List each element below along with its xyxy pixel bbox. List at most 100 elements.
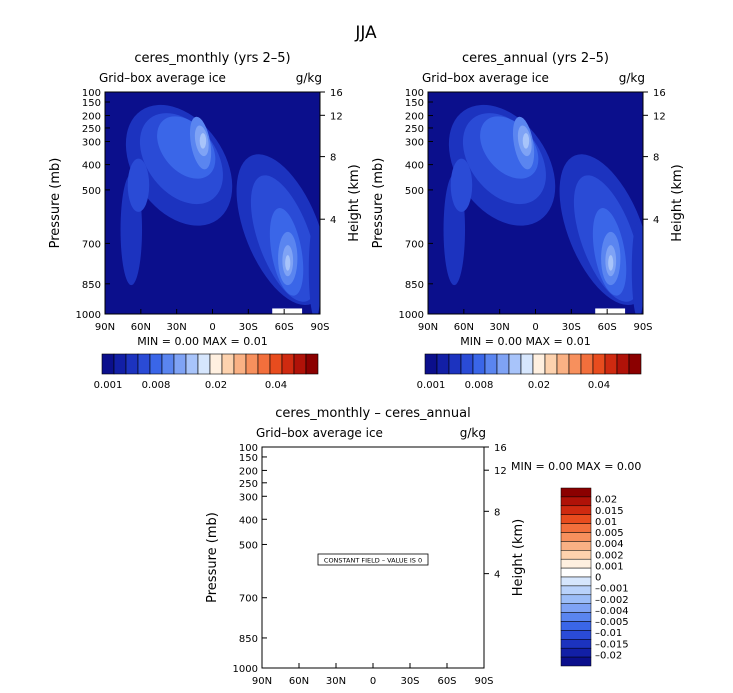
left-string: Grid–box average ice (256, 426, 383, 440)
y-tick-label: 300 (82, 138, 101, 149)
y-tick-label: 150 (405, 98, 424, 109)
panel-ceres-annual: ceres_annual (yrs 2–5) Grid–box average i… (371, 51, 685, 391)
min-max-text: MIN = 0.00 MAX = 0.01 (460, 335, 590, 348)
right-string: g/kg (460, 426, 486, 440)
colorbar-label: –0.001 (595, 584, 629, 595)
y-right-tick-label: 8 (653, 153, 659, 164)
y-tick-label: 500 (82, 186, 101, 197)
colorbar-box (173, 353, 187, 375)
x-tick-label: 60S (275, 322, 294, 333)
colorbar-box (496, 353, 510, 375)
colorbar-box (125, 353, 139, 375)
colorbar-box (293, 353, 307, 375)
colorbar-box (472, 353, 486, 375)
y-tick-label: 250 (405, 124, 424, 135)
colorbar-box (592, 353, 606, 375)
colorbar-box (560, 487, 592, 498)
colorbar-box (424, 353, 438, 375)
colorbar-box (560, 558, 592, 569)
colorbar-box (616, 353, 630, 375)
colorbar-box (560, 621, 592, 631)
y-tick-label: 400 (82, 161, 101, 172)
x-tick-label: 90S (474, 676, 493, 687)
y-tick-label: 250 (239, 479, 258, 490)
y-tick-label: 200 (239, 466, 258, 477)
colorbar-box (137, 353, 151, 375)
colorbar-box (560, 505, 592, 515)
x-tick-label: 0 (209, 322, 215, 333)
y-tick-label: 400 (405, 161, 424, 172)
colorbar-box (161, 353, 175, 375)
min-max-text: MIN = 0.00 MAX = 0.01 (137, 335, 267, 348)
colorbar-label: 0.008 (465, 380, 494, 391)
left-string: Grid–box average ice (99, 71, 226, 85)
y-tick-label: 1000 (233, 664, 258, 675)
colorbar-label: 0.02 (595, 495, 617, 506)
panel-title: ceres_annual (yrs 2–5) (462, 51, 609, 66)
colorbar-label: 0.005 (595, 528, 624, 539)
x-tick-label: 30S (239, 322, 258, 333)
sh-ice-contour (608, 255, 614, 271)
colorbar-label: 0.002 (595, 550, 624, 561)
y-tick-label: 850 (82, 280, 101, 291)
x-tick-label: 30N (326, 676, 346, 687)
y-tick-label: 100 (405, 88, 424, 99)
colorbar-box (101, 353, 115, 375)
y-tick-label: 200 (82, 112, 101, 123)
ice-field (105, 92, 320, 314)
panel-difference: ceres_monthly – ceres_annual Grid–box ave… (205, 406, 641, 687)
y-axis-label: Pressure (mb) (205, 512, 220, 603)
colorbar-label: 0.02 (205, 380, 227, 391)
colorbar-box (560, 523, 592, 533)
x-tick-label: 90S (633, 322, 652, 333)
y-tick-label: 150 (82, 98, 101, 109)
x-tick-label: 60S (437, 676, 456, 687)
x-tick-label: 60N (454, 322, 474, 333)
x-tick-label: 90N (252, 676, 272, 687)
panel-ceres-monthly: ceres_monthly (yrs 2–5) Grid–box average … (48, 51, 362, 391)
colorbar-box (149, 353, 163, 375)
y-right-tick-label: 16 (330, 88, 343, 99)
y-tick-label: 850 (405, 280, 424, 291)
panel-title: ceres_monthly (yrs 2–5) (134, 51, 290, 66)
x-tick-label: 0 (532, 322, 538, 333)
colorbar-box (257, 353, 271, 375)
colorbar-box (556, 353, 570, 375)
colorbar-box (560, 603, 592, 613)
x-tick-label: 30N (490, 322, 510, 333)
colorbar-box (508, 353, 522, 375)
x-tick-label: 30N (167, 322, 187, 333)
y-right-tick-label: 12 (653, 111, 666, 122)
right-string: g/kg (296, 71, 322, 85)
colorbar-label: –0.015 (595, 639, 629, 650)
colorbar-box (560, 647, 592, 658)
nh-ice-contour (522, 133, 530, 149)
x-tick-label: 60N (131, 322, 151, 333)
y-tick-label: 700 (239, 594, 258, 605)
colorbar-box (532, 353, 546, 375)
nh-ice-contour (127, 158, 150, 212)
colorbar-box (209, 353, 223, 375)
colorbar-box (305, 353, 319, 375)
colorbar-box (560, 612, 592, 622)
y-right-axis-label: Height (km) (511, 519, 526, 596)
y-right-tick-label: 16 (494, 443, 507, 454)
y-axis-label: Pressure (mb) (48, 158, 63, 249)
colorbar-box (544, 353, 558, 375)
ice-field (428, 92, 643, 314)
x-tick-label: 30S (562, 322, 581, 333)
y-right-axis-label: Height (km) (670, 164, 685, 241)
colorbar-box (580, 353, 594, 375)
colorbar-box (113, 353, 127, 375)
y-tick-label: 700 (405, 239, 424, 250)
colorbar-label: 0.04 (265, 380, 287, 391)
colorbar-box (436, 353, 450, 375)
colorbar-box (628, 353, 642, 375)
y-tick-label: 850 (239, 634, 258, 645)
colorbar-label: 0.01 (595, 517, 617, 528)
y-tick-label: 500 (405, 186, 424, 197)
x-tick-label: 90N (418, 322, 438, 333)
colorbar-box (197, 353, 211, 375)
colorbar-box (560, 594, 592, 604)
x-tick-label: 90N (95, 322, 115, 333)
